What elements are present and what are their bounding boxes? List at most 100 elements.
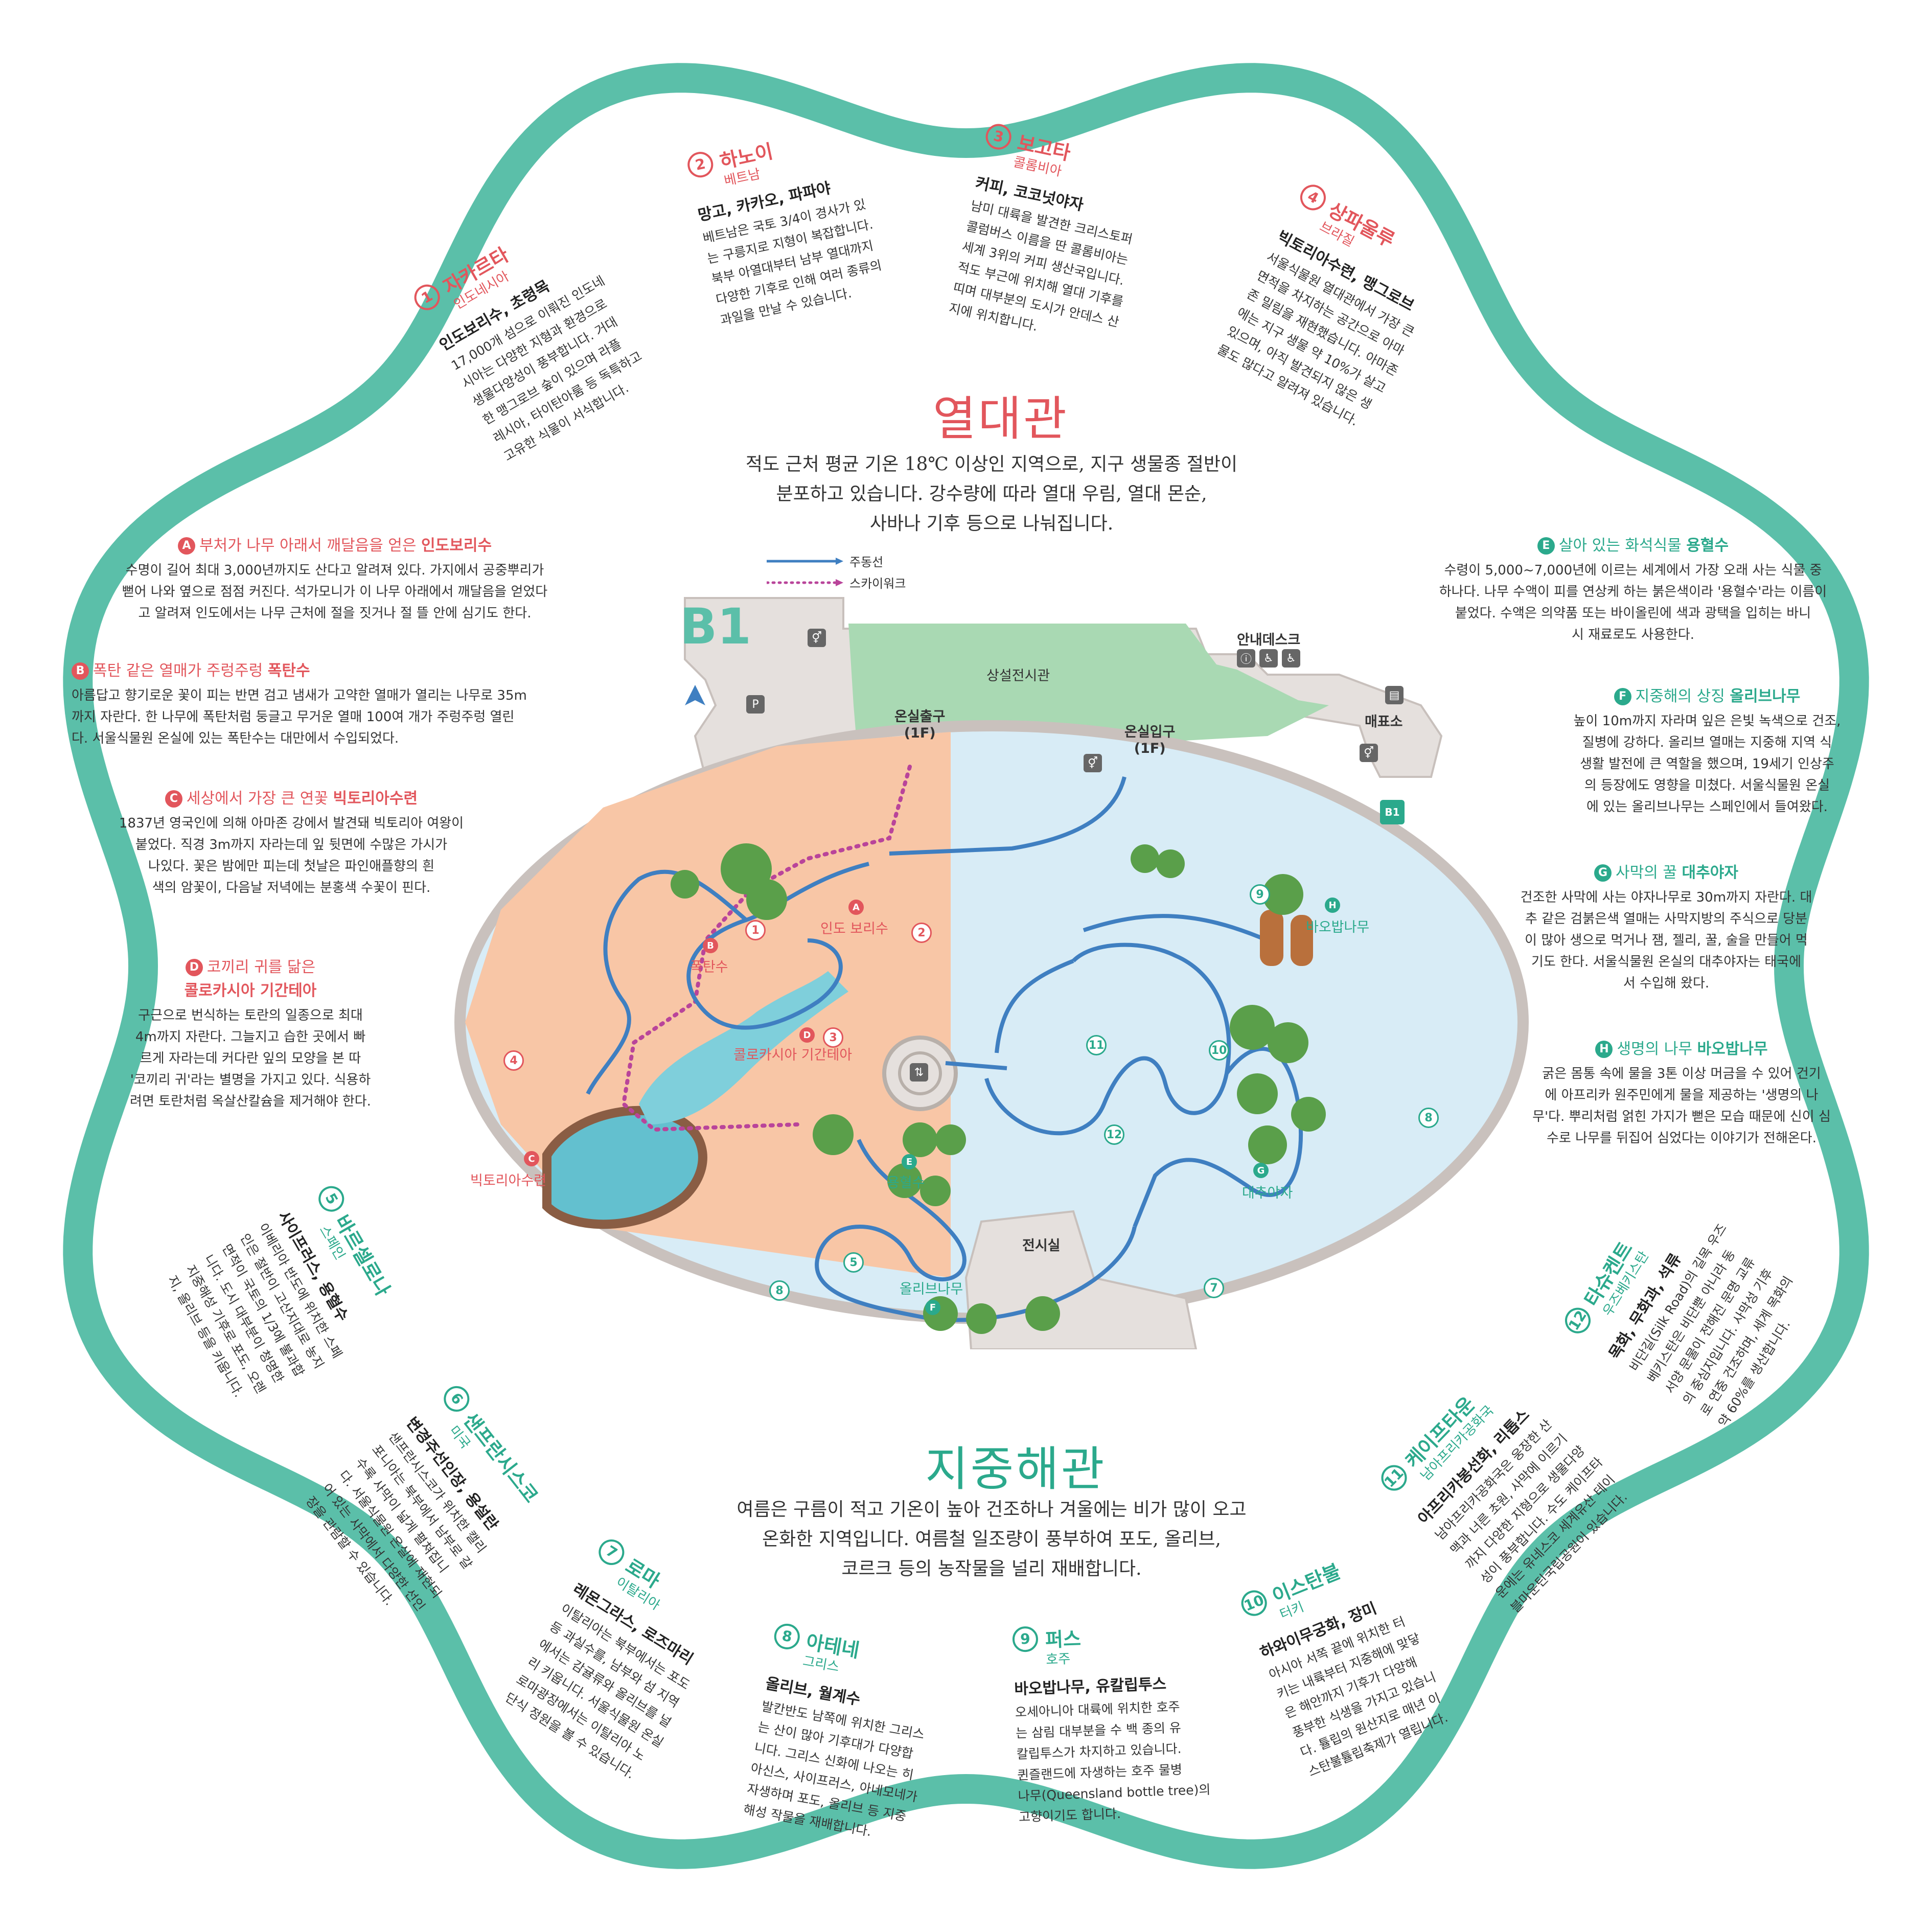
pin-8b: 8: [1418, 1108, 1439, 1128]
b1-sign: B1: [1380, 800, 1405, 824]
pin-2: 2: [911, 923, 932, 943]
label-colocasia: 콜로카시아 기간테아: [733, 1047, 853, 1063]
pin-12: 12: [1104, 1124, 1124, 1145]
marker-A: A: [848, 900, 864, 915]
plant-note-lead: 세상에서 가장 큰 연꽃: [186, 790, 328, 808]
baobab-trees: [1260, 910, 1313, 966]
main-route-6: [815, 1139, 1137, 1322]
plant-description: 높이 10m까지 자라며 잎은 은빛 녹색으로 건조, 질병에 강하다. 올리브 …: [1573, 714, 1841, 815]
marker-E: E: [902, 1154, 917, 1169]
pin-9: 9: [1250, 884, 1270, 905]
plant-note-A: A 부처가 나무 아래서 깨달음을 얻은 인도보리수 수명이 길어 최대 3,000…: [77, 534, 593, 624]
city-number-badge: 9: [1012, 1625, 1039, 1652]
marker-H: H: [1325, 898, 1340, 913]
plant-note-B: B 폭탄 같은 열매가 주렁주렁 폭탄수 아름답고 향기로운 꽃이 피는 반면 검고…: [72, 659, 588, 749]
main-route-7: [995, 914, 1269, 1053]
plant-letter-badge: D: [185, 959, 203, 976]
plant-note-lead: 생명의 나무: [1617, 1040, 1692, 1058]
plant-letter-badge: C: [165, 790, 182, 808]
plant-letter-badge: F: [1614, 688, 1631, 705]
label-exhibit-hall: 상설전시관: [986, 668, 1050, 684]
label-olive: 올리브나무: [900, 1281, 963, 1297]
legend-route: 주동선: [767, 552, 883, 570]
plant-note-lead: 지중해의 상징: [1635, 687, 1725, 705]
plant-name: 대추야자: [1682, 864, 1738, 882]
label-entrance: 온실입구 (1F): [1124, 724, 1176, 756]
city-card-8: 8 아테네 그리스 올리브, 월계수 발칸반도 남쪽에 위치한 그리스 는 산이 많아 기…: [742, 1620, 1014, 1861]
plant-name: 빅토리아수련: [333, 790, 418, 808]
plant-description: 수령이 5,000~7,000년에 이르는 세계에서 가장 오래 사는 식물 중…: [1439, 563, 1827, 642]
mediterranean-title: 지중해관: [925, 1442, 1107, 1497]
plant-letter-badge: A: [177, 537, 195, 555]
plant-name: 올리브나무: [1730, 687, 1801, 705]
plant-note-lead: 사막의 꿀: [1616, 864, 1677, 882]
pin-8a: 8: [769, 1280, 790, 1301]
label-indo-bodhi: 인도 보리수: [820, 921, 888, 937]
label-victoria: 빅토리아수련: [470, 1173, 547, 1189]
label-date-palm: 대추야자: [1242, 1185, 1293, 1201]
plant-description: 수명이 길어 최대 3,000년까지도 산다고 알려져 있다. 가지에서 공중뿌…: [122, 563, 548, 621]
ticket-icon: ▤: [1385, 686, 1404, 704]
tropical-title: 열대관: [933, 392, 1069, 446]
city-card-9: 9 퍼스 호주 바오밥나무, 유칼립투스 오세아니아 대륙에 위치한 호주 는 삼림 대부…: [1012, 1617, 1259, 1828]
tropical-floor: [465, 732, 951, 1278]
plant-name: 폭탄수: [267, 662, 310, 680]
marker-D: D: [799, 1027, 815, 1043]
pin-10: 10: [1209, 1040, 1229, 1061]
label-info-desk: 안내데스크: [1237, 632, 1301, 648]
pin-3: 3: [823, 1027, 843, 1048]
parking-icon: P: [746, 695, 765, 714]
label-dragon-tree: 용혈수: [887, 1175, 925, 1191]
stroller-icon: ♿: [1259, 649, 1278, 668]
city-number-badge: 8: [772, 1621, 802, 1651]
plant-note-E: E 살아 있는 화석식물 용혈수 수령이 5,000~7,000년에 이르는 세계에…: [1390, 534, 1876, 646]
plant-letter-badge: E: [1537, 537, 1555, 555]
map-drawing: [454, 597, 1529, 1349]
stream: [639, 971, 848, 1124]
plant-letter-badge: G: [1594, 864, 1612, 882]
legend-skywalk: 스카이워크: [767, 573, 906, 591]
info-icon: ⓘ: [1237, 649, 1255, 668]
plant-description: 굵은 몸통 속에 물을 3톤 이상 머금을 수 있어 건기 에 아프리카 원주민에…: [1532, 1066, 1831, 1146]
pond: [542, 1106, 707, 1229]
plant-letter-badge: B: [72, 662, 89, 680]
plant-description: 아름답고 향기로운 꽃이 피는 반면 검고 냄새가 고약한 열매가 열리는 나무…: [72, 688, 527, 746]
main-route-4: [945, 942, 1231, 1136]
plant-note-lead: 살아 있는 화석식물: [1558, 537, 1682, 555]
north-arrow: [685, 685, 705, 705]
restroom-icon-2: ⚥: [808, 629, 826, 647]
city-number-badge: 3: [983, 121, 1014, 152]
main-route-1: [889, 776, 1126, 856]
restroom-icon: ⚥: [1084, 754, 1102, 772]
mediterranean-intro: 여름은 구름이 적고 기온이 높아 건조하나 겨울에는 비가 많이 오고 온화한…: [737, 1499, 1247, 1579]
marker-F: F: [925, 1300, 940, 1315]
pin-7: 7: [1204, 1278, 1224, 1298]
plant-letter-badge: H: [1595, 1041, 1613, 1058]
marker-B: B: [703, 938, 718, 953]
greenhouse-map: 주동선 스카이워크 B1 P 상설전시관 안내데스크 ⓘ ♿ ♿ 매표소 ▤ ⚥…: [419, 552, 1544, 1349]
marker-C: C: [524, 1151, 539, 1166]
plant-name: 인도보리수: [421, 537, 492, 555]
pin-11: 11: [1086, 1035, 1107, 1055]
plant-description: 1837년 영국인에 의해 아마존 강에서 발견돼 빅토리아 여왕이 붙었다. 직…: [119, 816, 464, 895]
skywalk-path: [621, 765, 912, 1132]
tree-icons: [671, 843, 1326, 1334]
pin-5: 5: [843, 1252, 864, 1273]
city-plants: 바오밥나무, 유칼립투스: [1014, 1675, 1167, 1698]
tropical-intro: 적도 근처 평균 기온 18℃ 이상인 지역으로, 지구 생물종 절반이 분포하…: [745, 454, 1238, 534]
elevator-icon: ⇅: [910, 1063, 928, 1082]
exhibition-room-block: [964, 1210, 1198, 1349]
plant-note-H: H 생명의 나무 바오밥나무 굵은 몸통 속에 물을 3톤 이상 머금을 수 있어 …: [1503, 1038, 1860, 1149]
plant-note-lead: 코끼리 귀를 닮은: [206, 958, 316, 976]
label-exhibition-room: 전시실: [1022, 1238, 1061, 1254]
plant-description: 구근으로 번식하는 토란의 일종으로 최대 4m까지 자란다. 그늘지고 습한 곳…: [130, 1008, 371, 1109]
label-ticket: 매표소: [1365, 714, 1403, 730]
restroom-icon-3: ⚥: [1360, 744, 1378, 762]
marker-G: G: [1253, 1163, 1269, 1178]
label-exit: 온실출구 (1F): [894, 709, 946, 741]
plant-note-C: C 세상에서 가장 큰 연꽃 빅토리아수련 1837년 영국인에 의해 아마존 강에…: [77, 787, 506, 899]
pin-1: 1: [745, 920, 766, 940]
